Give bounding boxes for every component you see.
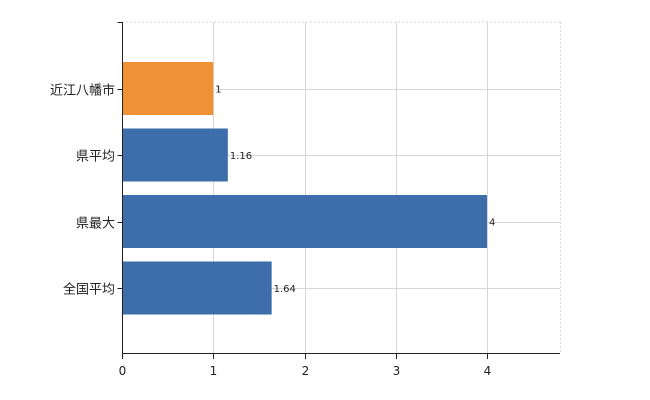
bar-1	[122, 128, 228, 182]
bar-3	[122, 261, 272, 315]
category-label-2: 県最大	[76, 217, 115, 232]
bar-0	[122, 62, 214, 115]
x-tick-label-2: 2	[302, 364, 310, 378]
data-label-0: 1	[215, 85, 221, 96]
data-label-3: 1.64	[274, 284, 296, 295]
data-label-2: 4	[489, 218, 495, 229]
x-tick-label-0: 0	[119, 364, 127, 378]
category-label-3: 全国平均	[63, 282, 115, 298]
x-tick-label-4: 4	[484, 364, 492, 378]
axes	[117, 22, 560, 359]
x-tick-label-1: 1	[210, 364, 218, 378]
data-label-1: 1.16	[230, 151, 252, 162]
bars	[122, 62, 487, 315]
bar-2	[122, 195, 487, 248]
category-label-0: 近江八幡市	[50, 83, 115, 99]
x-tick-label-3: 3	[393, 364, 401, 378]
category-label-1: 県平均	[76, 150, 115, 165]
